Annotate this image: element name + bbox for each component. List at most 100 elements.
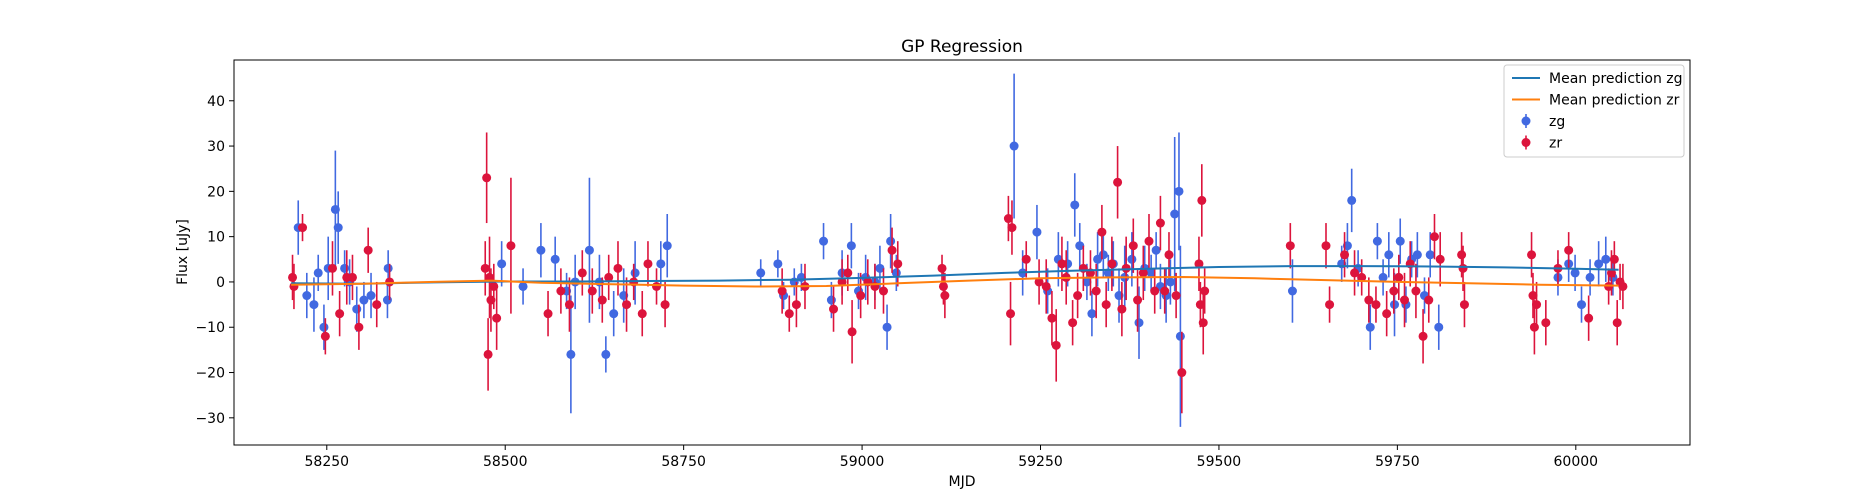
zg-point	[656, 259, 666, 269]
zr-point	[385, 277, 395, 287]
zr-point	[1411, 286, 1421, 296]
zr-point	[1457, 250, 1467, 260]
zg-point	[886, 236, 896, 246]
zg-point	[1434, 322, 1444, 332]
zg-point	[366, 291, 376, 301]
zg-point	[1577, 300, 1587, 310]
zg-point	[1098, 250, 1108, 260]
zr-point	[1113, 177, 1123, 187]
zr-point	[1073, 291, 1083, 301]
x-tick-label: 58750	[661, 454, 706, 470]
zr-point	[354, 322, 364, 332]
zr-point	[372, 300, 382, 310]
zr-point	[1198, 318, 1208, 328]
zr-point	[1527, 250, 1537, 260]
zr-point	[1429, 232, 1439, 242]
zr-point	[335, 309, 345, 319]
zr-point	[1133, 295, 1143, 305]
zr-point	[1021, 254, 1031, 264]
zr-point	[363, 245, 373, 255]
zr-point	[298, 223, 308, 233]
zr-point	[597, 295, 607, 305]
zg-point	[1165, 277, 1175, 287]
plot-background	[234, 60, 1690, 445]
zr-point	[1128, 241, 1138, 251]
zr-point	[1357, 272, 1367, 282]
y-tick-label: 10	[207, 230, 225, 246]
legend-swatch-marker	[1521, 138, 1531, 147]
x-axis-label: MJD	[949, 474, 976, 490]
zr-point	[1068, 318, 1078, 328]
zr-point	[843, 268, 853, 278]
zr-point	[1364, 295, 1374, 305]
zr-point	[1541, 318, 1551, 328]
zg-point	[1425, 250, 1435, 260]
zr-point	[1138, 268, 1148, 278]
zr-point	[938, 281, 948, 291]
zr-point	[1171, 291, 1181, 301]
legend-label: zr	[1549, 136, 1562, 152]
zg-point	[584, 245, 594, 255]
zr-point	[660, 300, 670, 310]
zr-point	[1150, 286, 1160, 296]
zr-point	[1340, 250, 1350, 260]
y-tick-label: 40	[207, 94, 225, 110]
zg-point	[601, 349, 611, 359]
zr-point	[1194, 259, 1204, 269]
zr-point	[1389, 286, 1399, 296]
zr-point	[1609, 254, 1619, 264]
zr-point	[1325, 300, 1335, 310]
zg-point	[313, 268, 323, 278]
zr-point	[1435, 254, 1445, 264]
zr-point	[1584, 313, 1594, 323]
zg-point	[1082, 277, 1092, 287]
zg-point	[630, 268, 640, 278]
zg-point	[536, 245, 546, 255]
zg-point	[1601, 254, 1611, 264]
zg-point	[518, 281, 528, 291]
y-tick-label: −20	[195, 366, 225, 382]
zg-point	[550, 254, 560, 264]
y-axis-label: Flux [uJy]	[175, 219, 191, 285]
zr-point	[577, 268, 587, 278]
zr-point	[1034, 277, 1044, 287]
zg-point	[1372, 236, 1382, 246]
zr-point	[1164, 250, 1174, 260]
y-tick-label: −30	[195, 411, 225, 427]
zg-point	[1009, 141, 1019, 151]
zr-point	[1051, 340, 1061, 350]
zr-point	[492, 313, 502, 323]
zr-point	[1006, 309, 1016, 319]
zr-point	[940, 291, 950, 301]
legend-swatch-marker	[1521, 116, 1531, 126]
zr-point	[1532, 300, 1542, 310]
chart-title: GP Regression	[901, 37, 1023, 57]
zr-point	[837, 277, 847, 287]
zg-point	[1170, 209, 1180, 219]
zr-point	[1424, 295, 1434, 305]
zr-point	[1528, 291, 1538, 301]
zr-point	[777, 286, 787, 296]
zg-point	[1287, 286, 1297, 296]
zr-point	[320, 331, 330, 341]
x-tick-label: 58250	[305, 454, 350, 470]
zr-point	[483, 349, 493, 359]
legend-label: zg	[1549, 114, 1565, 130]
zg-point	[826, 295, 836, 305]
zr-point	[482, 173, 492, 183]
zg-point	[302, 291, 312, 301]
zr-point	[1200, 286, 1210, 296]
zg-point	[1127, 254, 1137, 264]
zr-point	[1007, 223, 1017, 233]
zg-point	[340, 263, 350, 273]
legend-label: Mean prediction zg	[1549, 71, 1683, 87]
plot-frame	[233, 59, 1691, 446]
zg-point	[1585, 272, 1595, 282]
zr-point	[1160, 286, 1170, 296]
zr-point	[1003, 214, 1013, 224]
zg-point	[1174, 186, 1184, 196]
zg-point	[875, 263, 885, 273]
zg-point	[819, 236, 829, 246]
zr-point	[604, 272, 614, 282]
zg-point	[352, 304, 362, 314]
